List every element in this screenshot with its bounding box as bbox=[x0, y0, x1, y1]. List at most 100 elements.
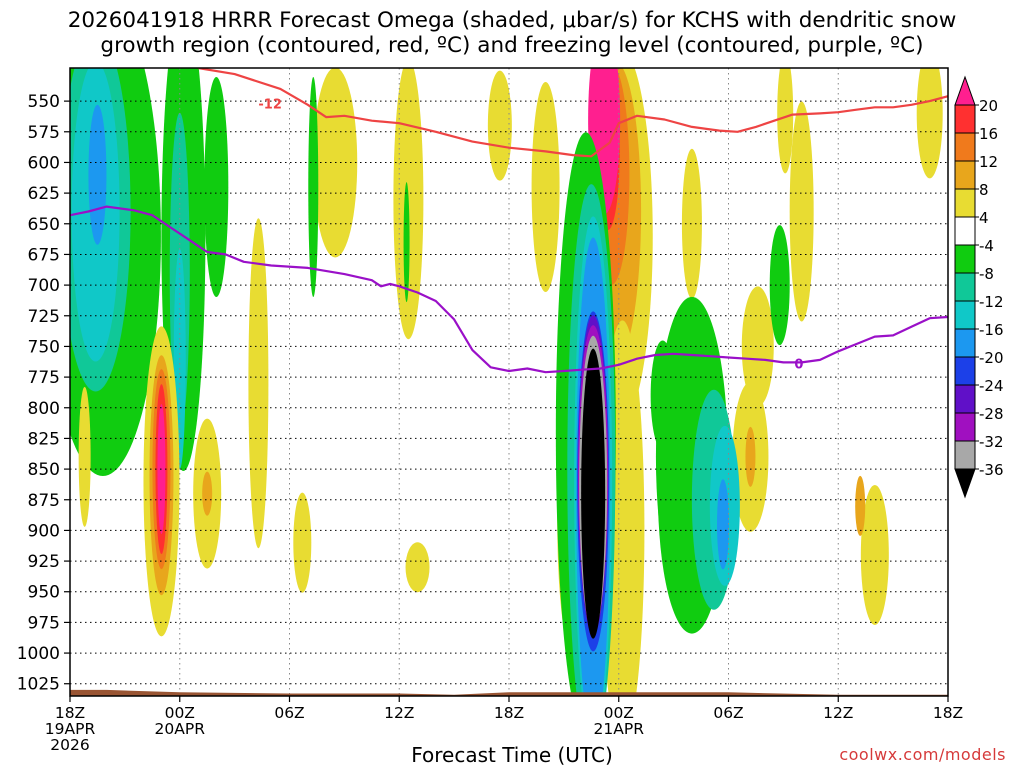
omega-ascent-west bbox=[204, 76, 229, 297]
omega-weak bbox=[681, 148, 702, 299]
colorbar: 20 16 12 8 4 -4 -8 -12 -16 -20 -24 -28 -32 -36 bbox=[954, 75, 1004, 499]
contour-line bbox=[70, 205, 948, 374]
omega-weak bbox=[487, 70, 512, 181]
omega-weak bbox=[405, 542, 430, 593]
x-tick-label: 2026 bbox=[50, 736, 89, 754]
terrain-layer bbox=[70, 689, 948, 696]
y-tick-label: 1000 bbox=[17, 644, 60, 664]
x-tick-label: 21APR bbox=[594, 720, 645, 738]
omega-ascent-west bbox=[133, 129, 154, 270]
colorbar-label: 12 bbox=[979, 153, 998, 171]
contour-label-freezing: 0 bbox=[794, 358, 803, 373]
colorbar-swatch bbox=[954, 328, 976, 358]
colorbar-swatch bbox=[954, 412, 976, 442]
colorbar-label: -4 bbox=[979, 237, 994, 255]
y-axis: 550 575 600 625 650 675 700 725 750 775 800 825 850 8… bbox=[17, 92, 70, 695]
colorbar-swatch bbox=[954, 244, 976, 274]
omega-descent-low bbox=[202, 471, 213, 516]
y-tick-label: 850 bbox=[28, 460, 60, 480]
grid-layer bbox=[70, 68, 948, 696]
y-tick-label: 675 bbox=[28, 245, 60, 265]
y-tick-label: 725 bbox=[28, 307, 60, 327]
omega-shading-layer bbox=[70, 68, 943, 696]
omega-weak bbox=[789, 101, 814, 322]
omega-core-ascent bbox=[581, 348, 606, 639]
colorbar-label: -8 bbox=[979, 265, 994, 283]
x-tick-label: 06Z bbox=[274, 704, 304, 722]
colorbar-label: -28 bbox=[979, 405, 1004, 423]
contour-label-dgz: -12 bbox=[258, 97, 282, 112]
terrain-fill bbox=[70, 689, 948, 696]
contour-layer: -12 0 bbox=[70, 68, 948, 374]
y-tick-label: 625 bbox=[28, 184, 60, 204]
omega-descent-aloft bbox=[531, 81, 560, 292]
colorbar-arrow-top bbox=[954, 75, 976, 106]
y-tick-label: 1025 bbox=[17, 675, 60, 695]
omega-descent-low bbox=[78, 386, 91, 527]
colorbar-swatch bbox=[954, 384, 976, 414]
omega-ascent-east bbox=[650, 340, 675, 451]
y-tick-label: 600 bbox=[28, 153, 60, 173]
omega-ascent-east bbox=[673, 561, 692, 622]
colorbar-label: -32 bbox=[979, 433, 1004, 451]
colorbar-swatch bbox=[954, 132, 976, 162]
x-tick-label: 00Z bbox=[604, 704, 634, 722]
colorbar-swatch bbox=[954, 188, 976, 218]
omega-weak bbox=[741, 286, 774, 407]
chart-title-line-2: growth region (contoured, red, ºC) and f… bbox=[100, 33, 924, 58]
x-tick-label: 18Z bbox=[494, 704, 524, 722]
y-tick-label: 575 bbox=[28, 123, 60, 143]
x-tick-label: 19APR bbox=[45, 720, 96, 738]
colorbar-label: -16 bbox=[979, 321, 1004, 339]
colorbar-label: -12 bbox=[979, 293, 1004, 311]
x-axis-label: Forecast Time (UTC) bbox=[411, 743, 613, 767]
x-tick-label: 18Z bbox=[55, 704, 85, 722]
colorbar-swatch bbox=[954, 272, 976, 302]
y-tick-label: 775 bbox=[28, 368, 60, 388]
y-tick-label: 875 bbox=[28, 491, 60, 511]
x-tick-label: 18Z bbox=[933, 704, 963, 722]
omega-weak bbox=[777, 68, 794, 174]
colorbar-swatch bbox=[954, 104, 976, 134]
colorbar-label: -20 bbox=[979, 349, 1004, 367]
omega-weak bbox=[293, 492, 312, 593]
colorbar-swatch bbox=[954, 160, 976, 190]
y-tick-label: 650 bbox=[28, 215, 60, 235]
omega-weak bbox=[916, 68, 943, 179]
chart-title-line-1: 2026041918 HRRR Forecast Omega (shaded, … bbox=[67, 8, 957, 33]
colorbar-label: 8 bbox=[979, 181, 989, 199]
y-tick-label: 800 bbox=[28, 399, 60, 419]
y-tick-label: 700 bbox=[28, 276, 60, 296]
y-tick-label: 825 bbox=[28, 429, 60, 449]
colorbar-arrow-bottom bbox=[954, 468, 976, 499]
y-tick-label: 750 bbox=[28, 337, 60, 357]
colorbar-label: 20 bbox=[979, 97, 998, 115]
y-tick-label: 925 bbox=[28, 552, 60, 572]
x-tick-label: 00Z bbox=[165, 704, 195, 722]
y-tick-label: 900 bbox=[28, 521, 60, 541]
y-tick-label: 550 bbox=[28, 92, 60, 112]
omega-weak bbox=[769, 225, 790, 346]
omega-weak bbox=[745, 426, 756, 487]
colorbar-label: 4 bbox=[979, 209, 989, 227]
credit-text: coolwx.com/models bbox=[839, 745, 1006, 764]
omega-weak bbox=[248, 218, 269, 549]
x-tick-label: 20APR bbox=[155, 720, 206, 738]
y-tick-label: 950 bbox=[28, 583, 60, 603]
x-tick-label: 06Z bbox=[713, 704, 743, 722]
x-tick-label: 12Z bbox=[823, 704, 853, 722]
omega-weak bbox=[403, 182, 410, 303]
omega-weak bbox=[855, 475, 866, 536]
contour-line bbox=[197, 68, 948, 158]
colorbar-label: -24 bbox=[979, 377, 1004, 395]
colorbar-swatch bbox=[954, 300, 976, 330]
colorbar-swatch bbox=[954, 356, 976, 386]
omega-weak bbox=[860, 484, 889, 625]
colorbar-swatch bbox=[954, 440, 976, 470]
y-tick-label: 975 bbox=[28, 613, 60, 633]
colorbar-swatch bbox=[954, 216, 976, 246]
x-tick-label: 12Z bbox=[384, 704, 414, 722]
colorbar-label: -36 bbox=[979, 461, 1004, 479]
